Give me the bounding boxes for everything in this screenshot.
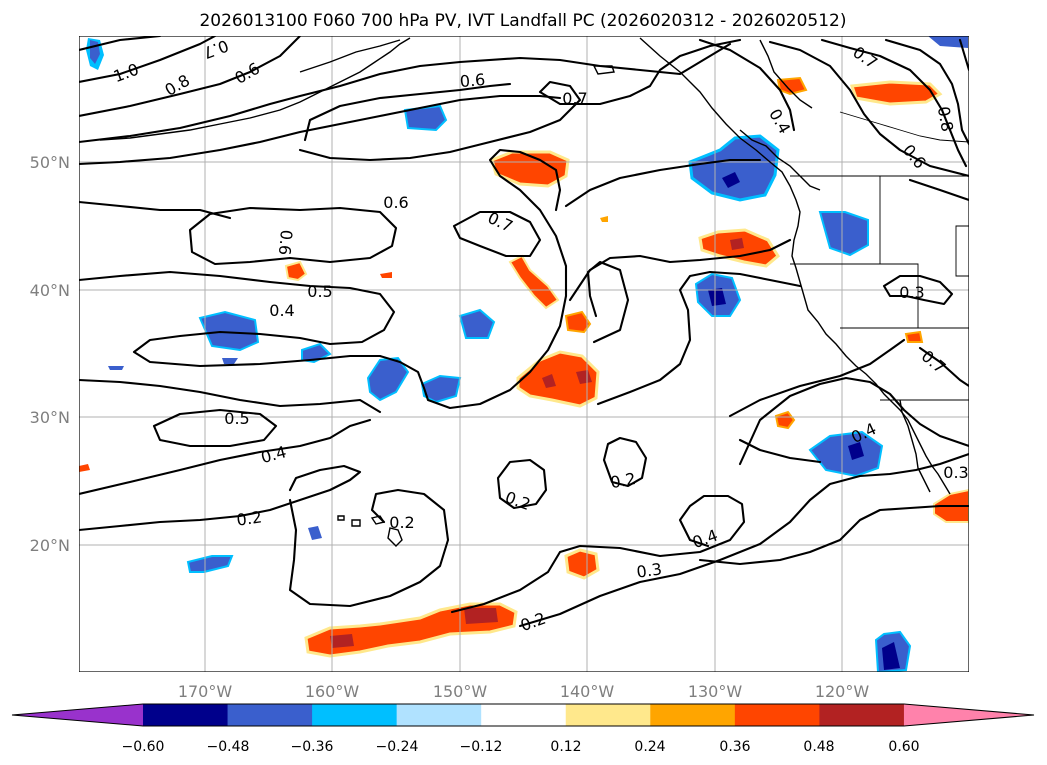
colorbar-segment xyxy=(227,704,313,726)
colorbar-tick: −0.24 xyxy=(376,739,419,755)
lon-label: 150°W xyxy=(433,682,488,701)
lat-label: 20°N xyxy=(30,536,70,555)
colorbar-segment xyxy=(312,704,398,726)
contour-label: 0.6 xyxy=(383,193,408,212)
contour-label: 0.2 xyxy=(389,513,414,532)
colorbar-tick: 0.12 xyxy=(550,739,581,755)
contour-label: 0.3 xyxy=(635,559,663,581)
pv-contours xyxy=(79,36,969,628)
colorbar-extend-left xyxy=(12,704,143,726)
colorbar-segment xyxy=(396,704,482,726)
colorbar-tick: −0.48 xyxy=(207,739,250,755)
contour-label: 0.2 xyxy=(235,507,263,529)
colorbar-segment xyxy=(481,704,567,726)
contour-label: 0.2 xyxy=(609,469,637,492)
colorbar-tick: 0.48 xyxy=(803,739,834,755)
contour-label: 0.5 xyxy=(307,282,332,301)
lon-label: 130°W xyxy=(688,682,743,701)
contour-label: 0.5 xyxy=(224,409,249,428)
gridlines xyxy=(79,36,969,672)
colorbar-tick: 0.60 xyxy=(888,739,919,755)
positive-shading xyxy=(79,76,969,658)
contour-label: 0.3 xyxy=(943,463,968,482)
contour-label: 0.7 xyxy=(562,89,587,108)
colorbar-tick: −0.36 xyxy=(291,739,334,755)
lat-label: 50°N xyxy=(30,153,70,172)
colorbar-segments xyxy=(11,703,1035,727)
contour-label: 0.6 xyxy=(459,70,486,91)
colorbar: −0.60 −0.48 −0.36 −0.24 −0.12 0.12 0.24 … xyxy=(11,703,1035,755)
latitude-labels: 50°N 40°N 30°N 20°N xyxy=(30,153,70,555)
colorbar-extend-right xyxy=(903,704,1034,726)
political-borders xyxy=(790,111,969,401)
lon-label: 160°W xyxy=(305,682,360,701)
colorbar-tick: 0.36 xyxy=(719,739,750,755)
lat-label: 30°N xyxy=(30,408,70,427)
colorbar-segment xyxy=(734,704,820,726)
negative-shading xyxy=(86,36,968,672)
figure-title: 2026013100 F060 700 hPa PV, IVT Landfall… xyxy=(199,11,846,31)
colorbar-segment xyxy=(565,704,651,726)
contour-label: 0.4 xyxy=(269,301,294,320)
lon-label: 120°W xyxy=(815,682,870,701)
lon-label: 140°W xyxy=(560,682,615,701)
coastlines xyxy=(99,37,951,547)
longitude-labels: 170°W 160°W 150°W 140°W 130°W 120°W xyxy=(178,682,870,701)
colorbar-ticks: −0.60 −0.48 −0.36 −0.24 −0.12 0.12 0.24 … xyxy=(122,739,920,755)
contour-label: 0.3 xyxy=(899,283,924,302)
colorbar-segment xyxy=(819,704,905,726)
colorbar-tick: −0.12 xyxy=(460,739,503,755)
contour-label: 0.8 xyxy=(934,105,957,133)
lat-label: 40°N xyxy=(30,281,70,300)
colorbar-tick: 0.24 xyxy=(634,739,665,755)
lon-label: 170°W xyxy=(178,682,233,701)
colorbar-segment xyxy=(650,704,736,726)
contour-label: 0.6 xyxy=(275,229,296,256)
map-panel: 1.0 0.8 0.6 0.7 0.6 0.7 0.4 0.6 0.7 0.8 … xyxy=(79,36,969,672)
colorbar-outline xyxy=(11,703,1035,727)
colorbar-tick: −0.60 xyxy=(122,739,165,755)
colorbar-segment xyxy=(143,704,229,726)
